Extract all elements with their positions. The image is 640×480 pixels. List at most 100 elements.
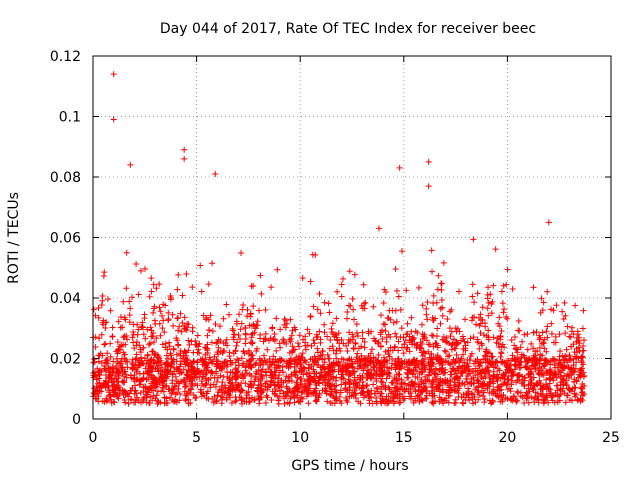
data-point (314, 345, 321, 352)
data-point (115, 347, 122, 354)
data-point (479, 342, 486, 349)
data-point (142, 383, 149, 390)
x-tick-label: 10 (291, 430, 309, 446)
data-point (114, 339, 121, 346)
data-point (315, 361, 322, 368)
data-point (447, 371, 454, 378)
data-point (527, 370, 534, 377)
data-point (479, 381, 486, 388)
data-point (484, 364, 491, 371)
data-point (490, 334, 497, 341)
data-point (524, 346, 531, 353)
data-point (296, 332, 303, 339)
data-point (475, 396, 482, 403)
data-point (386, 370, 393, 377)
data-point (411, 361, 418, 368)
data-point (336, 393, 343, 400)
data-point (170, 385, 177, 392)
data-point (405, 382, 412, 389)
data-point (350, 306, 357, 313)
data-point (383, 375, 390, 382)
data-point (333, 355, 340, 362)
data-point (229, 325, 236, 332)
data-point (245, 350, 252, 357)
data-point (421, 364, 428, 371)
data-point (449, 341, 456, 348)
y-tick-label: 0.1 (59, 110, 81, 126)
data-point (161, 329, 168, 336)
data-point (325, 355, 332, 362)
data-point (310, 360, 317, 367)
data-point (508, 381, 515, 388)
data-point (538, 366, 545, 373)
data-point (239, 306, 246, 313)
data-point (358, 365, 365, 372)
data-point (287, 336, 294, 343)
data-point (576, 371, 583, 378)
data-point (195, 346, 202, 353)
data-point (433, 333, 440, 340)
data-point (311, 340, 318, 347)
data-point (556, 392, 563, 399)
data-point (377, 343, 384, 350)
data-point (231, 331, 238, 338)
data-point (194, 382, 201, 389)
x-tick-label: 0 (89, 430, 98, 446)
data-point (328, 386, 335, 393)
data-point (498, 327, 505, 334)
data-point (315, 394, 322, 401)
data-point (398, 325, 405, 332)
data-point (183, 392, 190, 399)
data-point (329, 400, 336, 407)
data-point (384, 364, 391, 371)
data-point (363, 375, 370, 382)
data-point (474, 367, 481, 374)
data-point (452, 383, 459, 390)
data-point (321, 359, 328, 366)
data-point (137, 267, 144, 274)
data-point (248, 283, 255, 290)
data-point (174, 286, 181, 293)
data-point (300, 371, 307, 378)
data-point (173, 335, 180, 342)
data-point (170, 346, 177, 353)
data-point (555, 361, 562, 368)
data-point (135, 326, 142, 333)
data-point (162, 383, 169, 390)
data-point (213, 356, 220, 363)
data-point (92, 395, 99, 402)
data-point (233, 318, 240, 325)
data-point (497, 375, 504, 382)
data-point (530, 329, 537, 336)
data-point (325, 300, 332, 307)
data-point-peak (425, 183, 432, 190)
data-point (248, 322, 255, 329)
data-point (521, 374, 528, 381)
data-point (408, 328, 415, 335)
data-point (574, 328, 581, 335)
data-point (503, 362, 510, 369)
data-point (158, 364, 165, 371)
data-point (360, 394, 367, 401)
data-point (387, 333, 394, 340)
data-point (271, 337, 278, 344)
data-point (373, 359, 380, 366)
data-point (306, 376, 313, 383)
data-point (365, 328, 372, 335)
data-point (479, 304, 486, 311)
data-point (96, 352, 103, 359)
data-point (470, 334, 477, 341)
data-point (146, 385, 153, 392)
data-point (213, 340, 220, 347)
data-point (499, 300, 506, 307)
data-point (397, 399, 404, 406)
data-point (568, 343, 575, 350)
data-point (262, 306, 269, 313)
data-point (549, 357, 556, 364)
data-point (254, 318, 261, 325)
data-point (412, 373, 419, 380)
data-point (580, 354, 587, 361)
data-point (115, 318, 122, 325)
data-point (130, 375, 137, 382)
data-point (475, 389, 482, 396)
